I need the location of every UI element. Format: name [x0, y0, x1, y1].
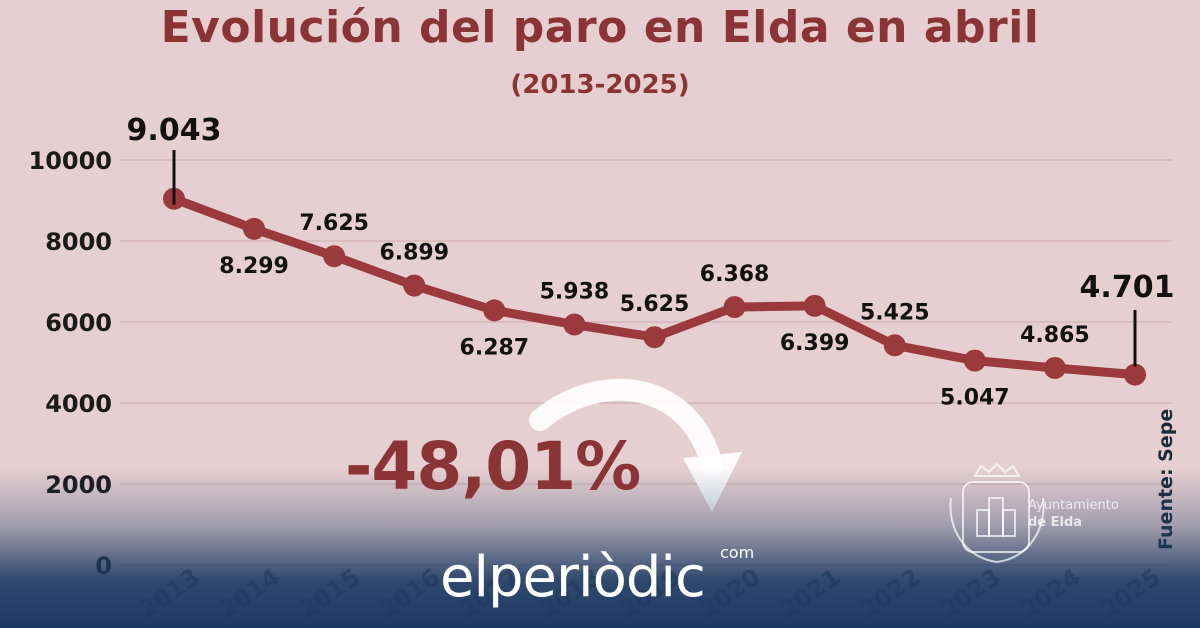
data-point	[243, 217, 266, 240]
data-label: 4.701	[1080, 270, 1175, 305]
y-tick-label: 10000	[29, 147, 113, 175]
data-label: 8.299	[219, 254, 289, 279]
data-label: 6.399	[780, 331, 850, 356]
change-percentage: -48,01%	[345, 428, 641, 505]
data-label: 5.938	[540, 280, 610, 305]
chart-title: Evolución del paro en Elda en abril	[160, 2, 1040, 53]
data-point	[803, 294, 826, 317]
x-tick-label: 2021	[775, 563, 846, 624]
y-tick-label: 0	[95, 552, 112, 580]
x-tick-label: 2024	[1015, 563, 1086, 624]
data-point	[1124, 363, 1146, 386]
source-text: Fuente: Sepe	[1155, 408, 1177, 550]
data-label: 7.625	[299, 211, 369, 236]
city-logo-line1: Ayuntamiento	[1028, 498, 1119, 513]
data-label: 6.899	[379, 241, 449, 266]
data-labels: 9.043 8.299 7.625 6.899 6.287 5.938 5.625 6.368…	[127, 113, 1175, 411]
y-axis-ticks: 0 2000 4000 6000 8000 10000	[29, 147, 113, 580]
x-tick-label: 2016	[374, 563, 445, 624]
data-label: 4.865	[1020, 323, 1090, 348]
data-label: 9.043	[127, 113, 222, 148]
data-point	[883, 334, 906, 357]
x-tick-label: 2020	[695, 563, 766, 624]
data-point	[563, 313, 586, 336]
data-point	[963, 349, 986, 372]
brand-logo-suffix: com	[720, 543, 755, 562]
x-tick-label: 2023	[935, 563, 1006, 624]
data-point	[323, 245, 346, 268]
brand-logo[interactable]: elperiòdic	[440, 545, 706, 610]
x-tick-label: 2014	[214, 563, 285, 624]
city-logo-text: Ayuntamiento de Elda	[1028, 497, 1119, 531]
data-point	[483, 299, 506, 322]
data-label: 5.625	[620, 292, 690, 317]
y-tick-label: 2000	[45, 471, 112, 499]
x-tick-label: 2013	[134, 563, 205, 624]
chart-subtitle: (2013-2025)	[510, 70, 690, 100]
y-tick-label: 6000	[45, 309, 112, 337]
data-label: 6.368	[700, 262, 770, 287]
y-tick-label: 4000	[45, 390, 112, 418]
city-logo-line2: de Elda	[1028, 515, 1083, 530]
x-tick-label: 2025	[1095, 563, 1166, 624]
data-point	[1043, 356, 1066, 379]
data-point	[723, 296, 746, 319]
data-label: 5.425	[860, 300, 930, 325]
x-tick-label: 2015	[294, 563, 365, 624]
data-label: 6.287	[460, 335, 530, 360]
data-point	[643, 326, 666, 349]
data-point	[403, 274, 426, 297]
y-tick-label: 8000	[45, 228, 112, 256]
x-tick-label: 2022	[855, 563, 926, 624]
source-note: Fuente: Sepe	[1155, 390, 1200, 560]
data-label: 5.047	[940, 386, 1010, 411]
